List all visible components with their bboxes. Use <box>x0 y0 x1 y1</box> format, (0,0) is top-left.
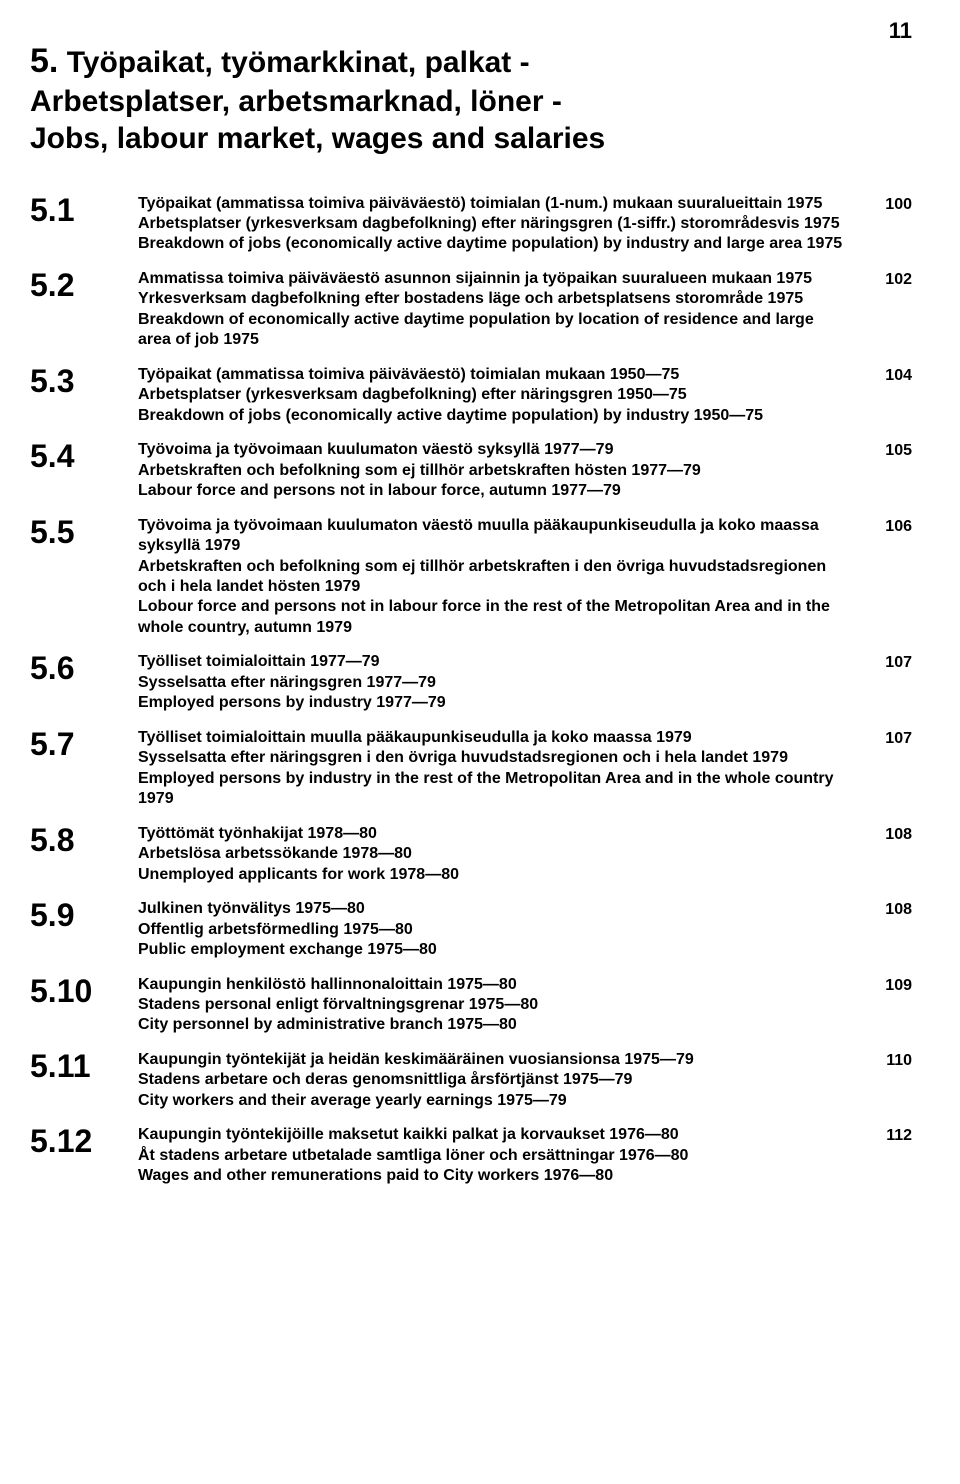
section-line: Employed persons by industry 1977—79 <box>138 693 844 713</box>
section-line: Labour force and persons not in labour f… <box>138 481 844 501</box>
section-number: 5.7 <box>30 728 120 762</box>
toc-row: 5.8 Työttömät työnhakijat 1978—80Arbetslö… <box>30 824 912 885</box>
section-line: Työvoima ja työvoimaan kuulumaton väestö… <box>138 440 844 460</box>
section-number: 5.12 <box>30 1125 120 1159</box>
section-number: 5.2 <box>30 269 120 303</box>
section-page: 106 <box>862 516 912 536</box>
toc-row: 5.12 Kaupungin työntekijöille maksetut ka… <box>30 1125 912 1186</box>
section-page: 108 <box>862 824 912 844</box>
section-page: 104 <box>862 365 912 385</box>
section-line: Arbetskraften och befolkning som ej till… <box>138 461 844 481</box>
section-line: Arbetsplatser (yrkesverksam dagbefolknin… <box>138 214 844 234</box>
section-body: Työvoima ja työvoimaan kuulumaton väestö… <box>138 440 844 501</box>
section-line: Arbetsplatser (yrkesverksam dagbefolknin… <box>138 385 844 405</box>
section-body: Työlliset toimialoittain muulla pääkaupu… <box>138 728 844 810</box>
section-line: Stadens personal enligt förvaltningsgren… <box>138 995 844 1015</box>
section-body: Työvoima ja työvoimaan kuulumaton väestö… <box>138 516 844 639</box>
section-body: Kaupungin työntekijöille maksetut kaikki… <box>138 1125 844 1186</box>
section-body: Työpaikat (ammatissa toimiva päiväväestö… <box>138 194 844 255</box>
section-page: 107 <box>862 728 912 748</box>
table-of-contents: 5.1 Työpaikat (ammatissa toimiva päiväväe… <box>30 194 912 1187</box>
section-page: 107 <box>862 652 912 672</box>
toc-row: 5.2 Ammatissa toimiva päiväväestö asunnon… <box>30 269 912 351</box>
section-line: Public employment exchange 1975—80 <box>138 940 844 960</box>
section-line: Työpaikat (ammatissa toimiva päiväväestö… <box>138 365 844 385</box>
toc-row: 5.1 Työpaikat (ammatissa toimiva päiväväe… <box>30 194 912 255</box>
section-page: 105 <box>862 440 912 460</box>
section-body: Työpaikat (ammatissa toimiva päiväväestö… <box>138 365 844 426</box>
section-number: 5.11 <box>30 1050 120 1084</box>
section-line: Työlliset toimialoittain muulla pääkaupu… <box>138 728 844 748</box>
section-body: Työttömät työnhakijat 1978—80Arbetslösa … <box>138 824 844 885</box>
section-page: 112 <box>862 1125 912 1145</box>
toc-row: 5.9 Julkinen työnvälitys 1975—80Offentlig… <box>30 899 912 960</box>
section-page: 109 <box>862 975 912 995</box>
section-page: 110 <box>862 1050 912 1070</box>
chapter-title-sv: Arbetsplatser, arbetsmarknad, löner - <box>30 85 562 118</box>
section-number: 5.1 <box>30 194 120 228</box>
section-line: Breakdown of jobs (economically active d… <box>138 234 844 254</box>
toc-row: 5.7 Työlliset toimialoittain muulla pääka… <box>30 728 912 810</box>
section-line: Työvoima ja työvoimaan kuulumaton väestö… <box>138 516 844 557</box>
section-body: Ammatissa toimiva päiväväestö asunnon si… <box>138 269 844 351</box>
section-page: 102 <box>862 269 912 289</box>
section-line: Wages and other remunerations paid to Ci… <box>138 1166 844 1186</box>
section-number: 5.10 <box>30 975 120 1009</box>
section-line: Työpaikat (ammatissa toimiva päiväväestö… <box>138 194 844 214</box>
section-line: Arbetskraften och befolkning som ej till… <box>138 557 844 598</box>
section-body: Työlliset toimialoittain 1977—79Sysselsa… <box>138 652 844 713</box>
section-page: 108 <box>862 899 912 919</box>
section-line: Arbetslösa arbetssökande 1978—80 <box>138 844 844 864</box>
section-line: Kaupungin henkilöstö hallinnonaloittain … <box>138 975 844 995</box>
section-line: Stadens arbetare och deras genomsnittlig… <box>138 1070 844 1090</box>
document-page: 11 5. Työpaikat, työmarkkinat, palkat - … <box>0 0 960 1247</box>
chapter-title-fi: Työpaikat, työmarkkinat, palkat - <box>67 46 530 79</box>
section-line: Ammatissa toimiva päiväväestö asunnon si… <box>138 269 844 289</box>
section-number: 5.8 <box>30 824 120 858</box>
section-body: Kaupungin työntekijät ja heidän keskimää… <box>138 1050 844 1111</box>
page-number: 11 <box>889 18 912 44</box>
section-line: Åt stadens arbetare utbetalade samtliga … <box>138 1146 844 1166</box>
section-line: Offentlig arbetsförmedling 1975—80 <box>138 920 844 940</box>
toc-row: 5.11 Kaupungin työntekijät ja heidän kesk… <box>30 1050 912 1111</box>
toc-row: 5.10 Kaupungin henkilöstö hallinnonaloitt… <box>30 975 912 1036</box>
section-line: Kaupungin työntekijöille maksetut kaikki… <box>138 1125 844 1145</box>
section-line: City workers and their average yearly ea… <box>138 1091 844 1111</box>
section-page: 100 <box>862 194 912 214</box>
section-line: Unemployed applicants for work 1978—80 <box>138 865 844 885</box>
section-line: Työlliset toimialoittain 1977—79 <box>138 652 844 672</box>
toc-row: 5.3 Työpaikat (ammatissa toimiva päiväväe… <box>30 365 912 426</box>
chapter-title-en: Jobs, labour market, wages and salaries <box>30 122 605 155</box>
chapter-title: 5. Työpaikat, työmarkkinat, palkat - Arb… <box>30 40 912 158</box>
section-line: Yrkesverksam dagbefolkning efter bostade… <box>138 289 844 309</box>
section-body: Kaupungin henkilöstö hallinnonaloittain … <box>138 975 844 1036</box>
section-body: Julkinen työnvälitys 1975—80Offentlig ar… <box>138 899 844 960</box>
chapter-number: 5. <box>30 42 58 80</box>
section-line: Employed persons by industry in the rest… <box>138 769 844 810</box>
section-number: 5.9 <box>30 899 120 933</box>
section-number: 5.5 <box>30 516 120 550</box>
section-line: Breakdown of jobs (economically active d… <box>138 406 844 426</box>
section-number: 5.4 <box>30 440 120 474</box>
toc-row: 5.4 Työvoima ja työvoimaan kuulumaton väe… <box>30 440 912 501</box>
section-line: City personnel by administrative branch … <box>138 1015 844 1035</box>
section-line: Lobour force and persons not in labour f… <box>138 597 844 638</box>
section-line: Breakdown of economically active daytime… <box>138 310 844 351</box>
toc-row: 5.6 Työlliset toimialoittain 1977—79Sysse… <box>30 652 912 713</box>
section-number: 5.6 <box>30 652 120 686</box>
section-line: Työttömät työnhakijat 1978—80 <box>138 824 844 844</box>
section-number: 5.3 <box>30 365 120 399</box>
section-line: Kaupungin työntekijät ja heidän keskimää… <box>138 1050 844 1070</box>
toc-row: 5.5 Työvoima ja työvoimaan kuulumaton väe… <box>30 516 912 639</box>
section-line: Sysselsatta efter näringsgren i den övri… <box>138 748 844 768</box>
section-line: Sysselsatta efter näringsgren 1977—79 <box>138 673 844 693</box>
section-line: Julkinen työnvälitys 1975—80 <box>138 899 844 919</box>
